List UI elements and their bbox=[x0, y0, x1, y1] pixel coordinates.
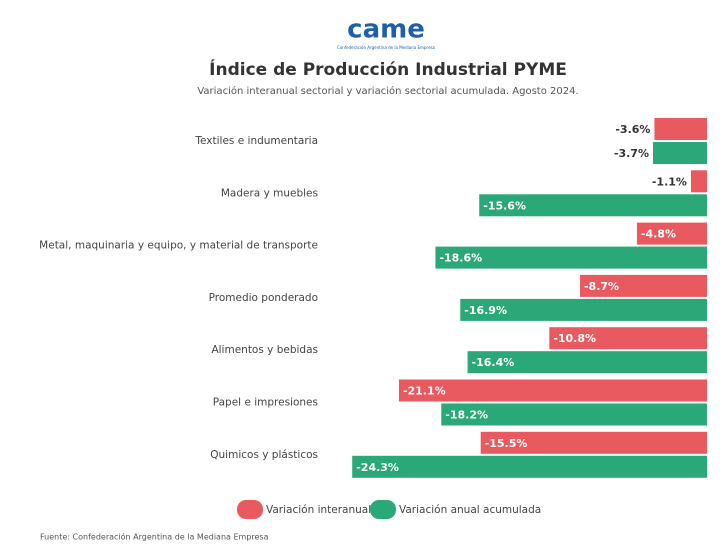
bar bbox=[479, 194, 707, 217]
category-label: Textiles e indumentaria bbox=[194, 135, 318, 147]
category-label: Quimicos y plásticos bbox=[210, 449, 318, 461]
value-label: -3.7% bbox=[614, 147, 649, 160]
value-label: -16.9% bbox=[464, 304, 507, 317]
bar bbox=[352, 455, 707, 478]
bar bbox=[480, 431, 707, 454]
value-label: -21.1% bbox=[403, 385, 446, 398]
value-label: -16.4% bbox=[472, 356, 515, 369]
bar bbox=[654, 118, 707, 140]
bar bbox=[636, 222, 707, 245]
bar bbox=[467, 351, 707, 374]
category-label: Metal, maquinaria y equipo, y material d… bbox=[39, 240, 318, 252]
value-label: -10.8% bbox=[553, 332, 596, 345]
legend-label: Variación interanual bbox=[266, 504, 371, 516]
bar bbox=[579, 274, 707, 297]
legend-swatch bbox=[370, 500, 396, 519]
chart-title: Índice de Producción Industrial PYME bbox=[209, 58, 567, 80]
logo: came bbox=[347, 15, 425, 45]
category-label: Promedio ponderado bbox=[209, 292, 318, 304]
bar bbox=[435, 246, 707, 269]
value-label: -4.8% bbox=[641, 228, 676, 241]
value-label: -15.6% bbox=[483, 199, 526, 212]
bar bbox=[549, 327, 707, 350]
value-label: -8.7% bbox=[584, 280, 619, 293]
source: Fuente: Confederación Argentina de la Me… bbox=[40, 532, 269, 542]
bar bbox=[690, 170, 707, 193]
value-label: -1.1% bbox=[652, 175, 687, 188]
category-label: Madera y muebles bbox=[221, 187, 318, 199]
legend-swatch bbox=[237, 500, 263, 519]
legend-label: Variación anual acumulada bbox=[399, 504, 541, 516]
value-label: -24.3% bbox=[356, 461, 399, 474]
value-label: -3.6% bbox=[615, 123, 650, 136]
bar bbox=[398, 379, 707, 402]
category-label: Alimentos y bebidas bbox=[211, 344, 318, 356]
value-label: -18.6% bbox=[439, 252, 482, 265]
category-label: Papel e impresiones bbox=[213, 397, 318, 409]
logo-caption: Confederación Argentina de la Mediana Em… bbox=[337, 45, 436, 50]
bar bbox=[652, 142, 707, 164]
value-label: -15.5% bbox=[485, 437, 528, 450]
value-label: -18.2% bbox=[445, 409, 488, 422]
bar bbox=[460, 298, 707, 321]
chart-subtitle: Variación interanual sectorial y variaci… bbox=[197, 85, 578, 97]
bar bbox=[441, 403, 707, 426]
